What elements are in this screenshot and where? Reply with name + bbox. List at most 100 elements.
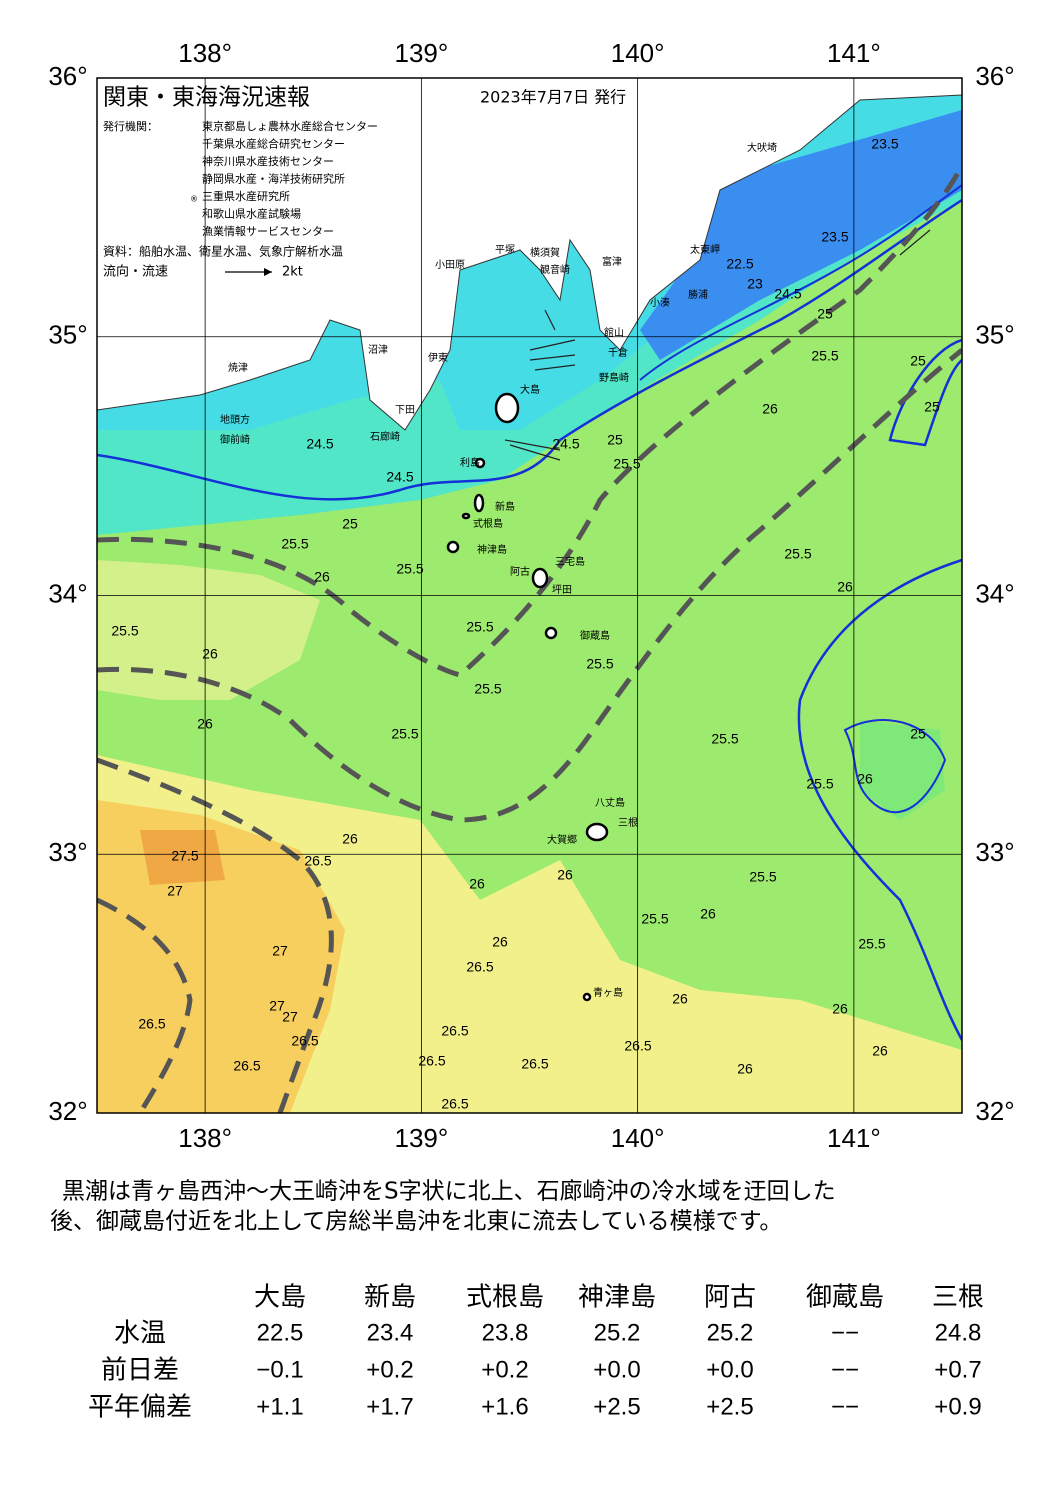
place-name: 青ヶ島 bbox=[593, 986, 623, 999]
lat-tick-label: 32° bbox=[48, 1096, 87, 1126]
legend-flow: 流向・流速 bbox=[103, 264, 168, 280]
contour-label: 23.5 bbox=[871, 136, 898, 152]
place-name: 平塚 bbox=[495, 244, 515, 256]
contour-label: 26 bbox=[857, 771, 873, 787]
contour-label: 25.5 bbox=[396, 561, 423, 577]
contour-line bbox=[843, 719, 947, 814]
contour-label: 25.5 bbox=[806, 776, 833, 792]
contour-label: 26 bbox=[314, 569, 330, 585]
contour-label: 24.5 bbox=[552, 436, 579, 452]
table-cell: −− bbox=[831, 1319, 859, 1346]
graticule bbox=[97, 78, 962, 1113]
sources: 資料：船舶水温、衛星水温、気象庁解析水温 bbox=[103, 244, 343, 259]
place-name: 千倉 bbox=[608, 346, 628, 359]
contour-label: 26 bbox=[202, 646, 218, 662]
place-name: 伊東 bbox=[428, 351, 448, 364]
contour-label: 27 bbox=[282, 1009, 298, 1025]
contour-label: 26 bbox=[762, 401, 778, 417]
lat-tick-label: 34° bbox=[48, 578, 87, 608]
lon-tick-label: 140° bbox=[611, 38, 665, 68]
place-name: 焼津 bbox=[228, 362, 248, 374]
contour-line bbox=[797, 558, 962, 1041]
contour-label: 26.5 bbox=[441, 1096, 468, 1112]
contour-label: 26.5 bbox=[521, 1056, 548, 1072]
table-header: 大島 bbox=[254, 1283, 306, 1313]
contour-label: 24.5 bbox=[386, 469, 413, 485]
table-cell: +1.7 bbox=[366, 1393, 413, 1420]
table-cell: 25.2 bbox=[594, 1319, 641, 1346]
legend-arrow-head bbox=[264, 268, 272, 276]
table-cell: +1.1 bbox=[256, 1393, 303, 1420]
contour-label: 24.5 bbox=[306, 436, 333, 452]
map-frame bbox=[96, 77, 963, 1114]
place-name: 太東岬 bbox=[690, 243, 720, 256]
summary-line: 黒潮は青ヶ島西沖～大王崎沖をS字状に北上、石廊崎沖の冷水域を迂回した bbox=[62, 1179, 836, 1205]
contour-line bbox=[888, 338, 962, 447]
table-cell: 23.8 bbox=[482, 1319, 529, 1346]
contour-label: 26 bbox=[737, 1061, 753, 1077]
islands bbox=[446, 392, 609, 1002]
flow-arrows bbox=[504, 229, 931, 461]
contour-label: 26 bbox=[342, 831, 358, 847]
lon-tick-label: 141° bbox=[827, 38, 881, 68]
contour-line bbox=[639, 184, 962, 381]
table-header: 新島 bbox=[364, 1283, 416, 1313]
issuer: 神奈川県水産技術センター bbox=[202, 154, 334, 168]
lat-tick-label: 35° bbox=[975, 320, 1014, 350]
table-cell: +0.0 bbox=[706, 1356, 753, 1383]
sea-zone bbox=[860, 720, 945, 820]
table-header: 阿古 bbox=[704, 1283, 756, 1313]
kuroshio-axis bbox=[97, 163, 962, 1113]
map-area bbox=[97, 78, 962, 1113]
row-label: 前日差 bbox=[101, 1356, 179, 1386]
contour-label: 26 bbox=[492, 934, 508, 950]
contour-label: 27 bbox=[269, 998, 285, 1014]
contour-label: 24.5 bbox=[774, 286, 801, 302]
table-cell: 25.2 bbox=[707, 1319, 754, 1346]
place-name: 大賀郷 bbox=[547, 833, 577, 846]
table-header: 御蔵島 bbox=[806, 1283, 884, 1313]
place-name: 三根 bbox=[618, 816, 638, 829]
contour-label: 26 bbox=[832, 1001, 848, 1017]
contour-label: 25.5 bbox=[711, 731, 738, 747]
contour-label: 26.5 bbox=[466, 959, 493, 975]
table-cell: +2.5 bbox=[706, 1393, 753, 1420]
contour-label: 25.5 bbox=[466, 619, 493, 635]
contour-label: 26 bbox=[557, 867, 573, 883]
contour-label: 26 bbox=[700, 906, 716, 922]
lon-tick-label: 140° bbox=[611, 1123, 665, 1153]
place-name: 三宅島 bbox=[555, 555, 585, 568]
place-name: 沼津 bbox=[368, 343, 388, 356]
contour-label: 26.5 bbox=[304, 853, 331, 869]
table-cell: +0.2 bbox=[481, 1356, 528, 1383]
contour-label: 27 bbox=[272, 943, 288, 959]
issue-date: 2023年7月7日 発行 bbox=[480, 88, 626, 107]
lon-tick-label: 138° bbox=[178, 38, 232, 68]
lon-tick-label: 138° bbox=[178, 1123, 232, 1153]
table-cell: +2.5 bbox=[593, 1393, 640, 1420]
lat-tick-label: 35° bbox=[48, 320, 87, 350]
contour-label: 26.5 bbox=[233, 1058, 260, 1074]
place-name: 御蔵島 bbox=[580, 629, 610, 642]
contour-label: 25.5 bbox=[749, 869, 776, 885]
lat-tick-label: 34° bbox=[975, 578, 1014, 608]
table-header: 三根 bbox=[932, 1283, 984, 1313]
contour-label: 26.5 bbox=[291, 1033, 318, 1049]
contour-label: 27 bbox=[167, 883, 183, 899]
place-name: 大吠埼 bbox=[747, 141, 777, 154]
place-name: 神津島 bbox=[477, 543, 507, 556]
table-cell: −0.1 bbox=[256, 1356, 303, 1383]
row-label: 水温 bbox=[114, 1319, 166, 1349]
legend-speed: 2kt bbox=[282, 265, 303, 280]
place-name: 小田原 bbox=[435, 259, 465, 271]
place-name: 利島 bbox=[460, 456, 480, 469]
contour-label: 26 bbox=[469, 876, 485, 892]
table-cell: 22.5 bbox=[257, 1319, 304, 1346]
contour-label: 23 bbox=[747, 276, 763, 292]
place-name: 坪田 bbox=[552, 583, 572, 596]
contour-label: 25 bbox=[910, 353, 926, 369]
table-cell: 24.8 bbox=[935, 1319, 982, 1346]
issuers-label: 発行機関： bbox=[103, 119, 158, 133]
lat-tick-label: 32° bbox=[975, 1096, 1014, 1126]
